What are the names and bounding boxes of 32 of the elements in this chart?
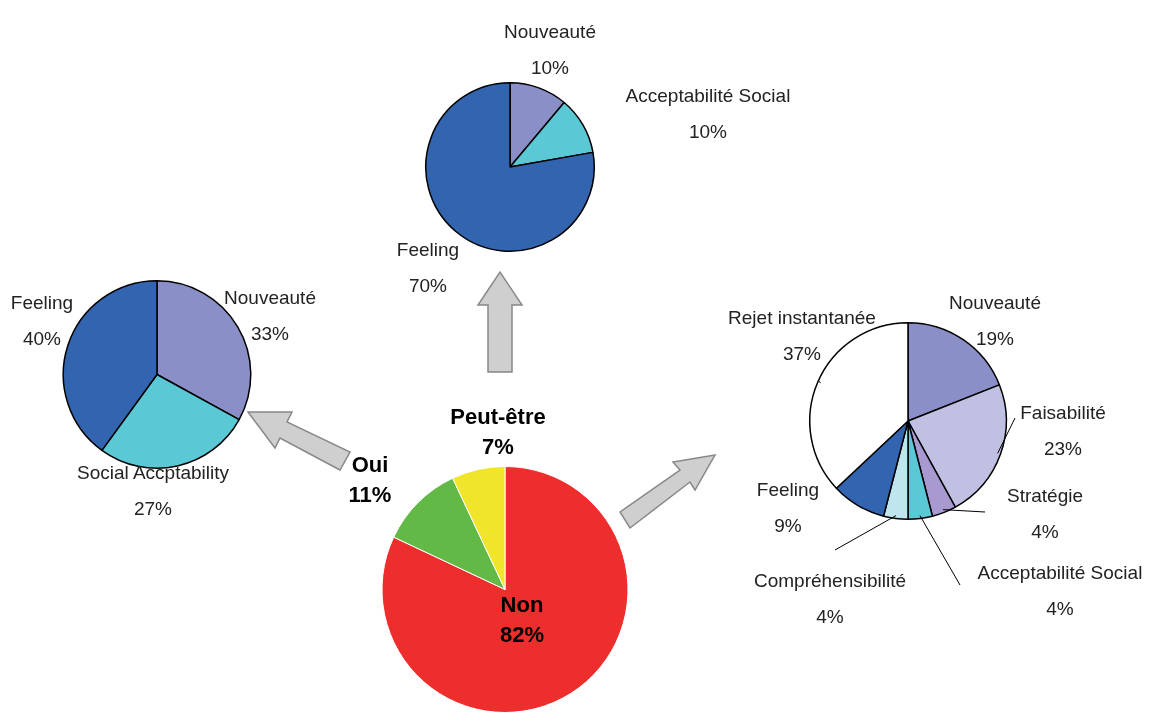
data-label: 4% (1030, 520, 1060, 544)
slice-label: Non (499, 591, 545, 619)
data-label: 7% (481, 433, 515, 461)
data-label: 23% (1043, 437, 1083, 461)
data-label: 40% (22, 327, 62, 351)
data-label: 10% (688, 120, 728, 144)
slice-label: Rejet instantanée (728, 306, 876, 330)
data-label: 37% (782, 342, 822, 366)
slice-label: Compréhensibilité (753, 569, 907, 593)
slice-label: Oui (350, 451, 390, 479)
data-label: 27% (133, 497, 173, 521)
slice-label: Feeling (10, 291, 74, 315)
data-label: 10% (530, 56, 570, 80)
slice-label: Nouveauté (224, 286, 316, 310)
data-label: 82% (499, 621, 545, 649)
data-label: 70% (408, 274, 448, 298)
data-label: 4% (1045, 597, 1075, 621)
slice-label: Feeling (756, 478, 820, 502)
slice-label: Acceptabilité Social (625, 84, 791, 108)
data-label: 9% (773, 514, 803, 538)
data-label: 19% (975, 327, 1015, 351)
slice-label: Acceptabilité Social (977, 561, 1143, 585)
slice-label: Faisabilité (1020, 401, 1106, 425)
slice-label: Social Accptability (76, 461, 230, 485)
data-label: 33% (250, 322, 290, 346)
data-label: 11% (348, 481, 392, 509)
slice-label: Peut-être (450, 403, 546, 431)
slice-label: Nouveauté (504, 20, 596, 44)
slice-label: Nouveauté (949, 291, 1041, 315)
slice-label: Feeling (396, 238, 460, 262)
data-label: 4% (815, 605, 845, 629)
slice-label: Stratégie (1006, 484, 1084, 508)
